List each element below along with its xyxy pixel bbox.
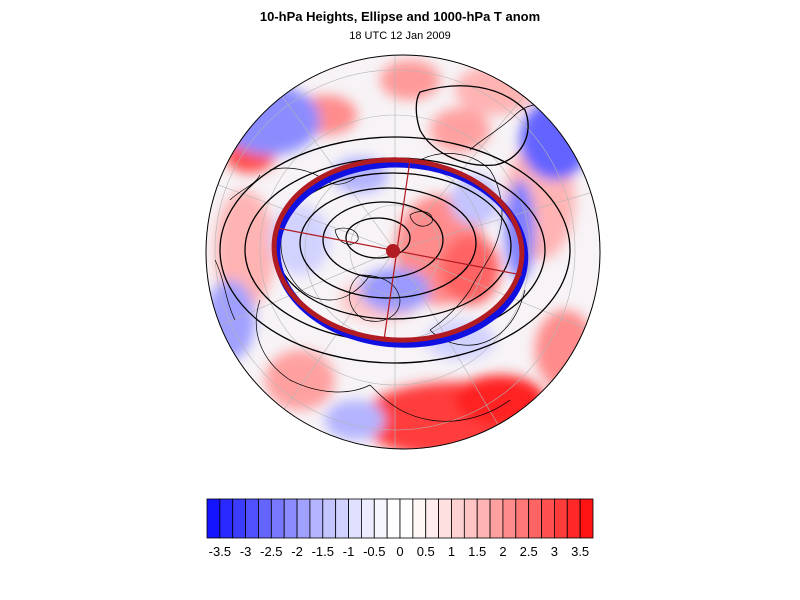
colorbar-swatch (258, 498, 272, 539)
colorbar-swatch (541, 498, 555, 539)
colorbar-swatch (412, 498, 427, 539)
vortex-ellipse (271, 157, 529, 348)
colorbar-swatch (451, 498, 465, 539)
colorbar-swatch (219, 498, 234, 539)
colorbar-swatch (502, 498, 517, 539)
colorbar-swatch (579, 498, 594, 539)
colorbar-tick-label: 2.5 (520, 544, 538, 559)
colorbar-swatch (386, 498, 401, 539)
colorbar-tick-label: 2 (499, 544, 506, 559)
colorbar-tick-label: 3 (551, 544, 558, 559)
colorbar-tick-label: 0.5 (417, 544, 435, 559)
colorbar-tick-label: -3 (240, 544, 252, 559)
colorbar-swatch (270, 498, 285, 539)
colorbar-swatch (463, 498, 478, 539)
colorbar-swatch (283, 498, 298, 539)
colorbar-swatch (489, 498, 504, 539)
colorbar-swatch (296, 498, 311, 539)
colorbar-swatch (476, 498, 491, 539)
colorbar-tick-label: -1 (343, 544, 355, 559)
colorbar-swatch (554, 498, 568, 539)
colorbar-swatch (373, 498, 388, 539)
colorbar-tick-label: -1.5 (312, 544, 334, 559)
colorbar-tick-label: 1.5 (468, 544, 486, 559)
colorbar-tick-label: -2 (291, 544, 303, 559)
colorbar-tick-label: 1 (448, 544, 455, 559)
colorbar-swatch (515, 498, 530, 539)
colorbar-swatch (348, 498, 362, 539)
colorbar-swatch (360, 498, 375, 539)
globe-outline (205, 54, 601, 450)
colorbar-swatch (206, 498, 221, 539)
colorbar-swatch (399, 498, 414, 539)
figure-subtitle: 18 UTC 12 Jan 2009 (349, 30, 451, 42)
colorbar-swatch (232, 498, 247, 539)
colorbar-swatch (309, 498, 324, 539)
colorbar-swatch (566, 498, 581, 539)
colorbar-tick-label: -2.5 (260, 544, 282, 559)
colorbar-swatch (335, 498, 349, 539)
colorbar-swatch (438, 498, 452, 539)
colorbar-swatch (425, 498, 440, 539)
colorbar-tick-label: 3.5 (571, 544, 589, 559)
colorbar-tick-label: 0 (396, 544, 403, 559)
colorbar-tick-label: -0.5 (363, 544, 385, 559)
colorbar-swatch (322, 498, 337, 539)
colorbar-swatch (245, 498, 259, 539)
vortex-center-marker (386, 244, 400, 258)
colorbar-tick-label: -3.5 (209, 544, 231, 559)
colorbar-swatch (528, 498, 542, 539)
figure-title: 10-hPa Heights, Ellipse and 1000-hPa T a… (259, 9, 541, 24)
